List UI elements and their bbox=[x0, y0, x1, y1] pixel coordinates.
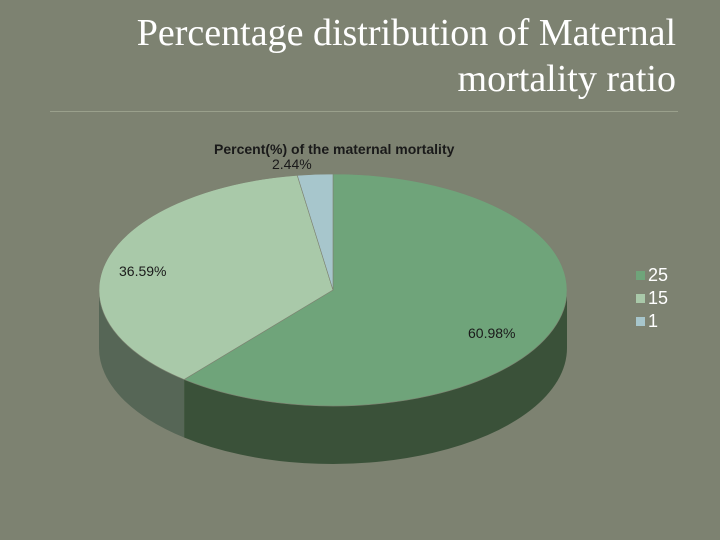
legend-item-25: 25 bbox=[636, 264, 668, 287]
chart-title: Percent(%) of the maternal mortality bbox=[214, 141, 455, 157]
legend-label: 1 bbox=[648, 311, 659, 331]
pie-slice-15 bbox=[98, 175, 334, 380]
legend-item-1: 1 bbox=[636, 310, 668, 333]
data-label-25: 60.98% bbox=[468, 325, 515, 341]
pie-slice-side-15 bbox=[99, 290, 185, 438]
legend-swatch bbox=[636, 271, 645, 280]
slide-title-line-2: mortality ratio bbox=[457, 58, 676, 100]
chart-legend: 25 15 1 bbox=[636, 264, 668, 333]
pie-slice-side-25 bbox=[184, 290, 567, 464]
slide-title-line-1: Percentage distribution of Maternal bbox=[136, 12, 676, 54]
legend-label: 15 bbox=[648, 288, 669, 308]
data-label-15: 36.59% bbox=[119, 263, 166, 279]
title-divider bbox=[50, 111, 678, 112]
legend-swatch bbox=[636, 294, 645, 303]
pie-slice-25 bbox=[183, 173, 568, 407]
legend-swatch bbox=[636, 317, 645, 326]
legend-item-15: 15 bbox=[636, 287, 668, 310]
slide-title: Percentage distribution of Maternal mort… bbox=[56, 10, 676, 102]
legend-label: 25 bbox=[648, 265, 669, 285]
data-label-1: 2.44% bbox=[272, 156, 312, 172]
pie-slice-1 bbox=[296, 173, 334, 291]
